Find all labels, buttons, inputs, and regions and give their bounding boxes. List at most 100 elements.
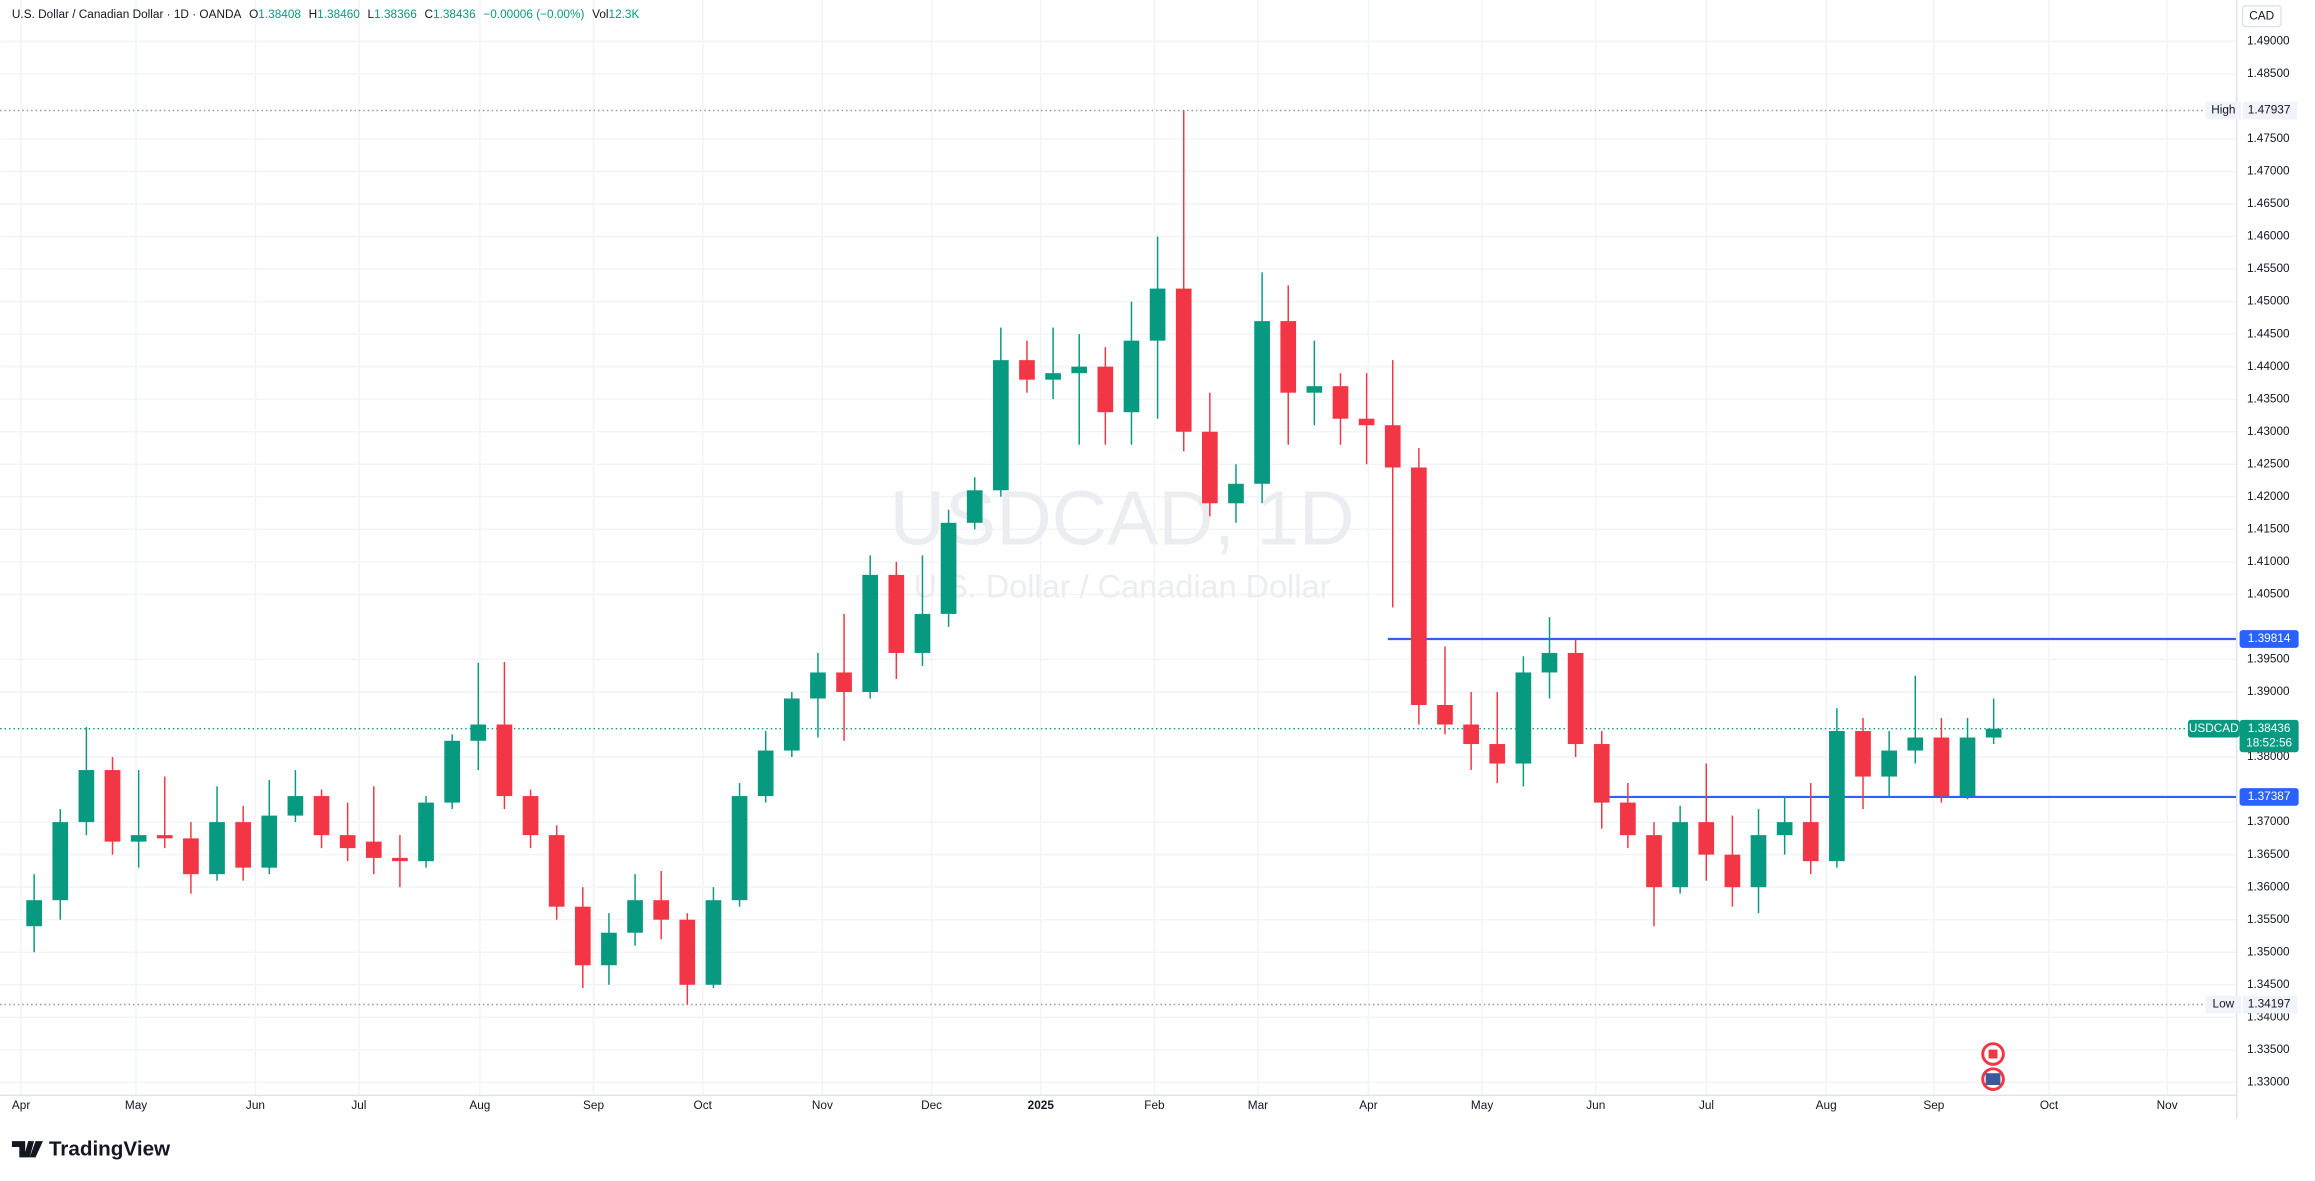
candle-body xyxy=(836,672,852,692)
candle-body xyxy=(1071,366,1088,374)
x-tick-label: Oct xyxy=(694,1098,713,1112)
y-tick-label: 1.40500 xyxy=(2247,587,2290,601)
candle-body xyxy=(1175,288,1192,432)
ohlc-label: C xyxy=(424,7,433,21)
candle-body xyxy=(914,613,931,653)
ohlc-label: L xyxy=(368,7,375,21)
y-tick-label: 1.44000 xyxy=(2247,359,2290,373)
y-tick-label: 1.43000 xyxy=(2247,424,2290,438)
flag-icon xyxy=(1988,1049,1998,1059)
candle-body xyxy=(1959,737,1976,797)
x-tick-label: May xyxy=(1471,1098,1493,1112)
symbol-title: U.S. Dollar / Canadian Dollar · 1D · OAN… xyxy=(12,7,242,21)
candle-body xyxy=(653,900,670,920)
candle-body xyxy=(52,822,69,901)
y-tick-label: 1.45000 xyxy=(2247,294,2290,308)
ohlc-value: 1.38460 xyxy=(317,7,360,21)
candle-body xyxy=(1881,750,1897,777)
ohlc-value: 1.38366 xyxy=(374,7,417,21)
extreme-value-box xyxy=(2242,101,2298,120)
candle-body xyxy=(26,900,42,927)
last-price-value: 1.38436 xyxy=(2248,721,2291,735)
y-tick-label: 1.37000 xyxy=(2247,814,2290,828)
candle-body xyxy=(522,796,539,836)
logo: TradingView xyxy=(11,1137,171,1160)
candle-body xyxy=(757,750,774,797)
extreme-value-box xyxy=(2242,995,2298,1014)
candle-body xyxy=(1593,744,1610,803)
x-tick-label: Feb xyxy=(1144,1098,1165,1112)
candle-body xyxy=(261,815,278,868)
level-price-box xyxy=(2239,788,2299,806)
candle-body xyxy=(1463,724,1479,745)
x-tick-label: Oct xyxy=(2040,1098,2059,1112)
ohlc-value: 1.38436 xyxy=(433,7,476,21)
candle-body xyxy=(365,841,382,858)
candle-body xyxy=(1280,321,1297,393)
ohlc-label: H xyxy=(309,7,318,21)
vol-label: Vol xyxy=(592,7,608,21)
candle-body xyxy=(496,724,513,797)
last-price-name: USDCAD xyxy=(2189,721,2239,735)
candle-body xyxy=(470,724,487,741)
y-tick-label: 1.47500 xyxy=(2247,131,2290,145)
last-price-box xyxy=(2239,719,2299,753)
x-tick-label: Jun xyxy=(1586,1098,1605,1112)
candle-body xyxy=(156,835,173,839)
change: −0.00006 (−0.00%) xyxy=(483,7,584,21)
candle-body xyxy=(1541,652,1558,673)
y-tick-label: 1.35000 xyxy=(2247,944,2290,958)
last-price-countdown: 18:52:56 xyxy=(2246,736,2292,750)
ohlc-value: 1.38408 xyxy=(258,7,301,21)
candle-body xyxy=(130,835,147,842)
x-tick-label: Jul xyxy=(351,1098,366,1112)
y-tick-label: 1.39000 xyxy=(2247,684,2290,698)
candle-body xyxy=(627,900,643,933)
watermark-subtitle: U.S. Dollar / Canadian Dollar xyxy=(914,569,1331,605)
currency-label[interactable]: CAD xyxy=(2249,8,2274,22)
legend-header: U.S. Dollar / Canadian Dollar · 1D · OAN… xyxy=(12,7,640,21)
candle-body xyxy=(1123,340,1140,413)
ohlc-label: O xyxy=(249,7,258,21)
candle-body xyxy=(1515,672,1532,764)
candle-body xyxy=(1306,386,1323,393)
candle-body xyxy=(1411,467,1427,705)
candle-body xyxy=(1855,731,1871,777)
candle-body xyxy=(392,857,408,862)
y-tick-label: 1.33500 xyxy=(2247,1042,2290,1056)
candle-body xyxy=(104,770,121,842)
extreme-value: 1.47937 xyxy=(2248,103,2291,117)
x-tick-label: Mar xyxy=(1248,1098,1268,1112)
candle-body xyxy=(548,835,565,907)
currency-button[interactable] xyxy=(2241,5,2282,28)
y-tick-label: 1.49000 xyxy=(2247,33,2290,47)
candle-body xyxy=(1646,835,1662,888)
candle-body xyxy=(78,770,95,823)
logo-mark xyxy=(11,1141,43,1158)
y-tick-label: 1.44500 xyxy=(2247,326,2290,340)
flag-icon xyxy=(1985,1073,2001,1086)
candle-body xyxy=(183,838,199,875)
candle-body xyxy=(1750,835,1767,888)
x-tick-label: Jul xyxy=(1699,1098,1714,1112)
y-tick-label: 1.46000 xyxy=(2247,229,2290,243)
x-tick-label: Apr xyxy=(1359,1098,1377,1112)
candle-body xyxy=(1776,822,1793,836)
y-tick-label: 1.34500 xyxy=(2247,977,2290,991)
candle-body xyxy=(1254,321,1270,484)
y-tick-label: 1.46500 xyxy=(2247,196,2290,210)
candle-body xyxy=(1332,386,1349,419)
y-tick-label: 1.48500 xyxy=(2247,66,2290,80)
extreme-name-box xyxy=(2205,101,2242,120)
candle-body xyxy=(1829,731,1845,862)
candle-body xyxy=(209,822,225,875)
candle-body xyxy=(679,919,696,985)
candle-body xyxy=(1620,802,1636,836)
x-tick-label: Sep xyxy=(583,1098,604,1112)
y-tick-label: 1.47000 xyxy=(2247,164,2290,178)
candle-body xyxy=(1437,704,1453,725)
x-tick-label: Nov xyxy=(812,1098,833,1112)
candle-body xyxy=(1202,431,1218,504)
candle-body xyxy=(1097,366,1114,413)
y-tick-label: 1.42000 xyxy=(2247,489,2290,503)
